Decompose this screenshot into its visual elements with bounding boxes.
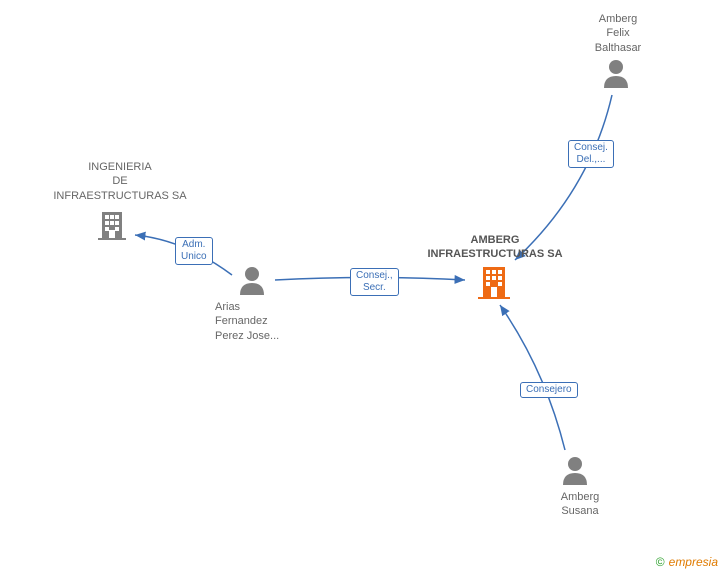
edge-label-consejero: Consejero bbox=[520, 382, 578, 398]
node-label-amberg-infra: AMBERG INFRAESTRUCTURAS SA bbox=[410, 233, 580, 262]
person-icon bbox=[238, 265, 266, 300]
edge-label-consej-del: Consej. Del.,... bbox=[568, 140, 614, 168]
building-icon bbox=[478, 265, 510, 304]
building-icon bbox=[98, 210, 126, 245]
edge-label-consej-secr: Consej., Secr. bbox=[350, 268, 399, 296]
node-label-arias: Arias Fernandez Perez Jose... bbox=[215, 300, 295, 343]
person-icon bbox=[561, 455, 589, 490]
person-icon bbox=[602, 58, 630, 93]
copyright-symbol: © bbox=[656, 555, 665, 569]
edge-label-adm-unico: Adm. Unico bbox=[175, 237, 213, 265]
node-label-amberg-felix: Amberg Felix Balthasar bbox=[578, 12, 658, 55]
node-label-ingenieria: INGENIERIA DE INFRAESTRUCTURAS SA bbox=[40, 160, 200, 203]
watermark: © empresia bbox=[656, 555, 718, 569]
node-label-amberg-susana: Amberg Susana bbox=[540, 490, 620, 519]
brand-name: empresia bbox=[669, 555, 718, 569]
